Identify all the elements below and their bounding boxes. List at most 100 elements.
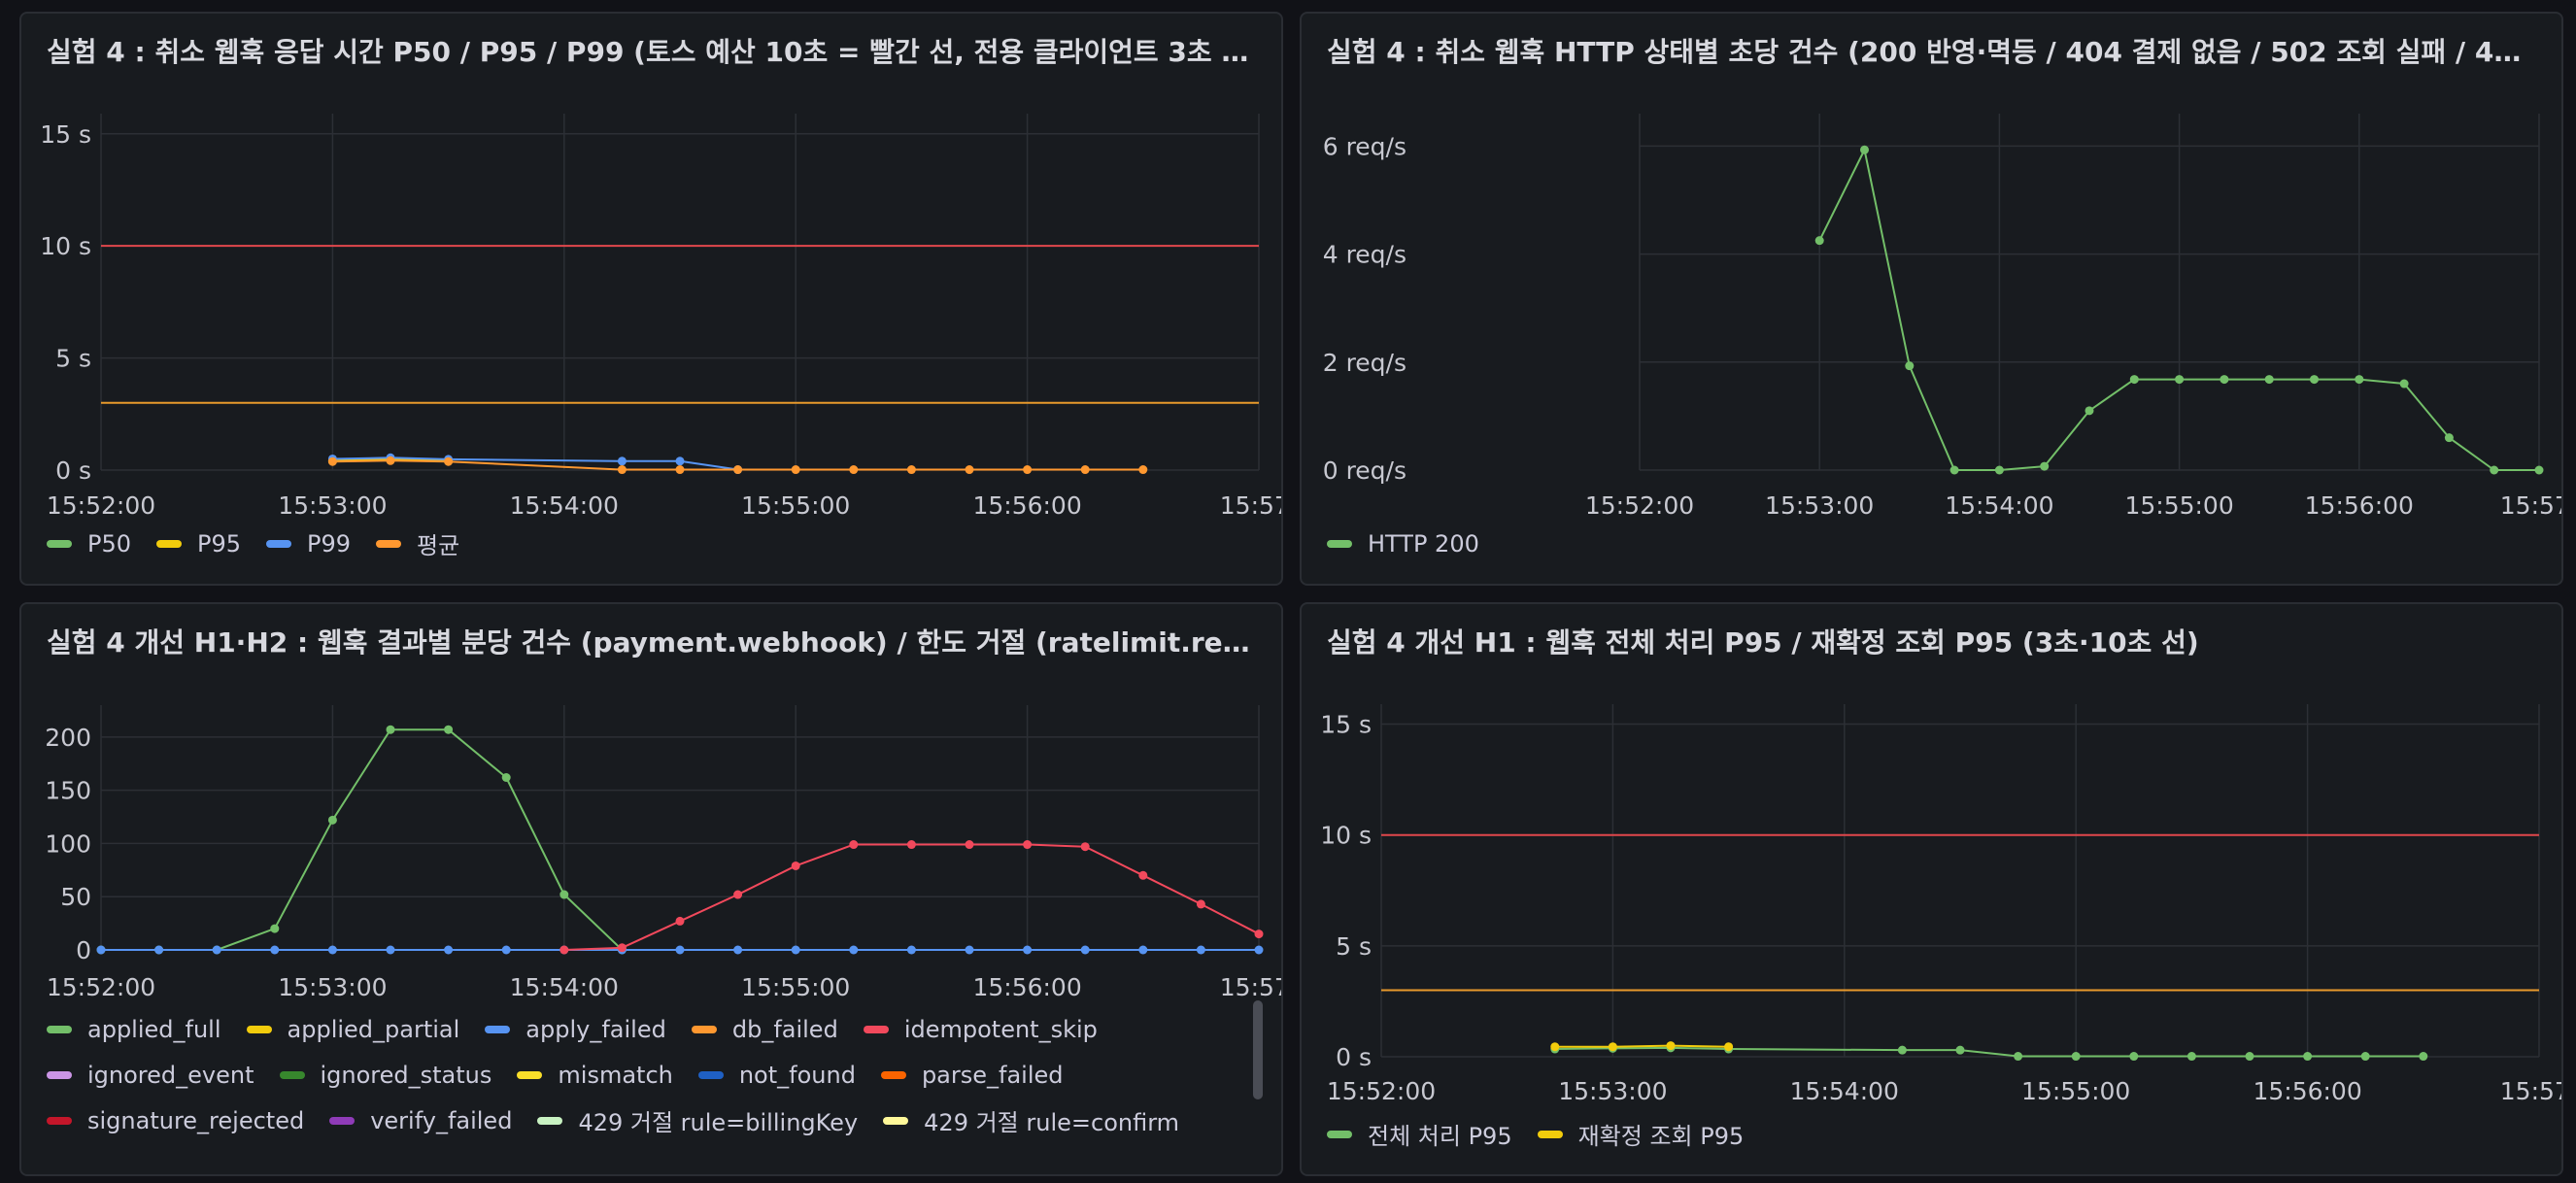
data-point[interactable] [1949,465,1959,475]
data-point[interactable] [1905,361,1915,371]
data-point[interactable] [2399,379,2409,389]
data-point[interactable] [444,456,454,466]
data-point[interactable] [270,924,280,933]
data-point[interactable] [617,456,627,466]
data-point[interactable] [154,945,164,955]
data-point[interactable] [1666,1041,1676,1051]
data-point[interactable] [444,725,454,734]
data-point[interactable] [906,840,916,850]
panel-webhook-results[interactable]: 실험 4 개선 H1·H2 : 웹훅 결과별 분당 건수 (payment.we… [19,602,1283,1176]
legend-item[interactable]: db_failed [691,1006,838,1052]
data-point[interactable] [2085,406,2094,416]
data-point[interactable] [1724,1042,1734,1052]
data-point[interactable] [675,945,685,955]
data-point[interactable] [559,890,569,899]
data-point[interactable] [1994,465,2004,475]
data-point[interactable] [2071,1052,2081,1062]
data-point[interactable] [386,725,395,734]
legend-item[interactable]: P95 [156,521,241,566]
data-point[interactable] [2490,465,2499,475]
panel-p95[interactable]: 실험 4 개선 H1 : 웹훅 전체 처리 P95 / 재확정 조회 P95 (… [1300,602,2563,1176]
data-point[interactable] [2186,1052,2196,1062]
data-point[interactable] [791,861,800,870]
data-point[interactable] [1138,945,1148,955]
data-point[interactable] [1080,465,1090,475]
legend-item[interactable]: idempotent_skip [863,1006,1098,1052]
legend-item[interactable]: 전체 처리 P95 [1327,1111,1512,1157]
data-point[interactable] [1897,1045,1907,1055]
data-point[interactable] [2355,375,2364,385]
legend-item[interactable]: mismatch [517,1052,673,1098]
data-point[interactable] [906,465,916,475]
data-point[interactable] [2129,1052,2139,1062]
panel-response-time[interactable]: 실험 4 : 취소 웹훅 응답 시간 P50 / P95 / P99 (토스 예… [19,12,1283,586]
data-point[interactable] [733,945,743,955]
legend-item[interactable]: applied_partial [246,1006,459,1052]
data-point[interactable] [444,945,454,955]
data-point[interactable] [1080,945,1090,955]
data-point[interactable] [675,465,685,475]
data-point[interactable] [1814,236,1824,246]
data-point[interactable] [791,945,800,955]
data-point[interactable] [1023,465,1033,475]
data-point[interactable] [96,945,106,955]
data-point[interactable] [675,456,685,466]
legend-item[interactable]: ignored_status [279,1052,491,1098]
data-point[interactable] [965,945,974,955]
data-point[interactable] [1023,840,1033,850]
data-point[interactable] [1955,1045,1965,1055]
legend-item[interactable]: ignored_event [47,1052,254,1098]
data-point[interactable] [501,945,511,955]
data-point[interactable] [1138,465,1148,475]
data-point[interactable] [327,815,337,825]
legend-item[interactable]: applied_full [47,1006,221,1052]
data-point[interactable] [386,456,395,465]
data-point[interactable] [733,465,743,475]
data-point[interactable] [2444,433,2454,443]
data-point[interactable] [1254,930,1264,939]
legend-item[interactable]: not_found [697,1052,856,1098]
legend-item[interactable]: 평균 [376,521,459,566]
data-point[interactable] [849,945,859,955]
data-point[interactable] [2245,1052,2254,1062]
data-point[interactable] [849,465,859,475]
legend-item[interactable]: parse_failed [880,1052,1064,1098]
data-point[interactable] [1196,945,1205,955]
data-point[interactable] [1138,870,1148,880]
data-point[interactable] [2014,1052,2023,1062]
legend-scrollbar[interactable] [1253,1000,1263,1099]
data-point[interactable] [386,945,395,955]
data-point[interactable] [327,456,337,466]
data-point[interactable] [2129,375,2139,385]
data-point[interactable] [270,945,280,955]
data-point[interactable] [501,773,511,783]
data-point[interactable] [675,916,685,926]
panel-http-status[interactable]: 실험 4 : 취소 웹훅 HTTP 상태별 초당 건수 (200 반영·멱등 /… [1300,12,2563,586]
data-point[interactable] [1080,842,1090,852]
legend-item[interactable]: 재확정 조회 P95 [1537,1111,1744,1157]
data-point[interactable] [965,465,974,475]
legend-item[interactable]: HTTP 200 [1327,521,1479,566]
data-point[interactable] [559,945,569,955]
data-point[interactable] [1860,145,1869,154]
data-point[interactable] [965,840,974,850]
data-point[interactable] [2310,375,2319,385]
data-point[interactable] [2220,375,2229,385]
data-point[interactable] [617,943,627,953]
data-point[interactable] [2419,1052,2428,1062]
legend-item[interactable]: signature_rejected [47,1098,304,1143]
data-point[interactable] [2264,375,2274,385]
legend-item[interactable]: P50 [47,521,131,566]
data-point[interactable] [733,890,743,899]
data-point[interactable] [617,465,627,475]
legend-item[interactable]: 429 거절 rule=billingKey [537,1098,858,1143]
data-point[interactable] [2175,375,2185,385]
data-point[interactable] [1550,1042,1560,1052]
data-point[interactable] [2534,465,2544,475]
data-point[interactable] [327,945,337,955]
data-point[interactable] [1196,899,1205,909]
data-point[interactable] [1023,945,1033,955]
legend-item[interactable]: 429 거절 rule=confirm [883,1098,1179,1143]
data-point[interactable] [849,840,859,850]
data-point[interactable] [906,945,916,955]
